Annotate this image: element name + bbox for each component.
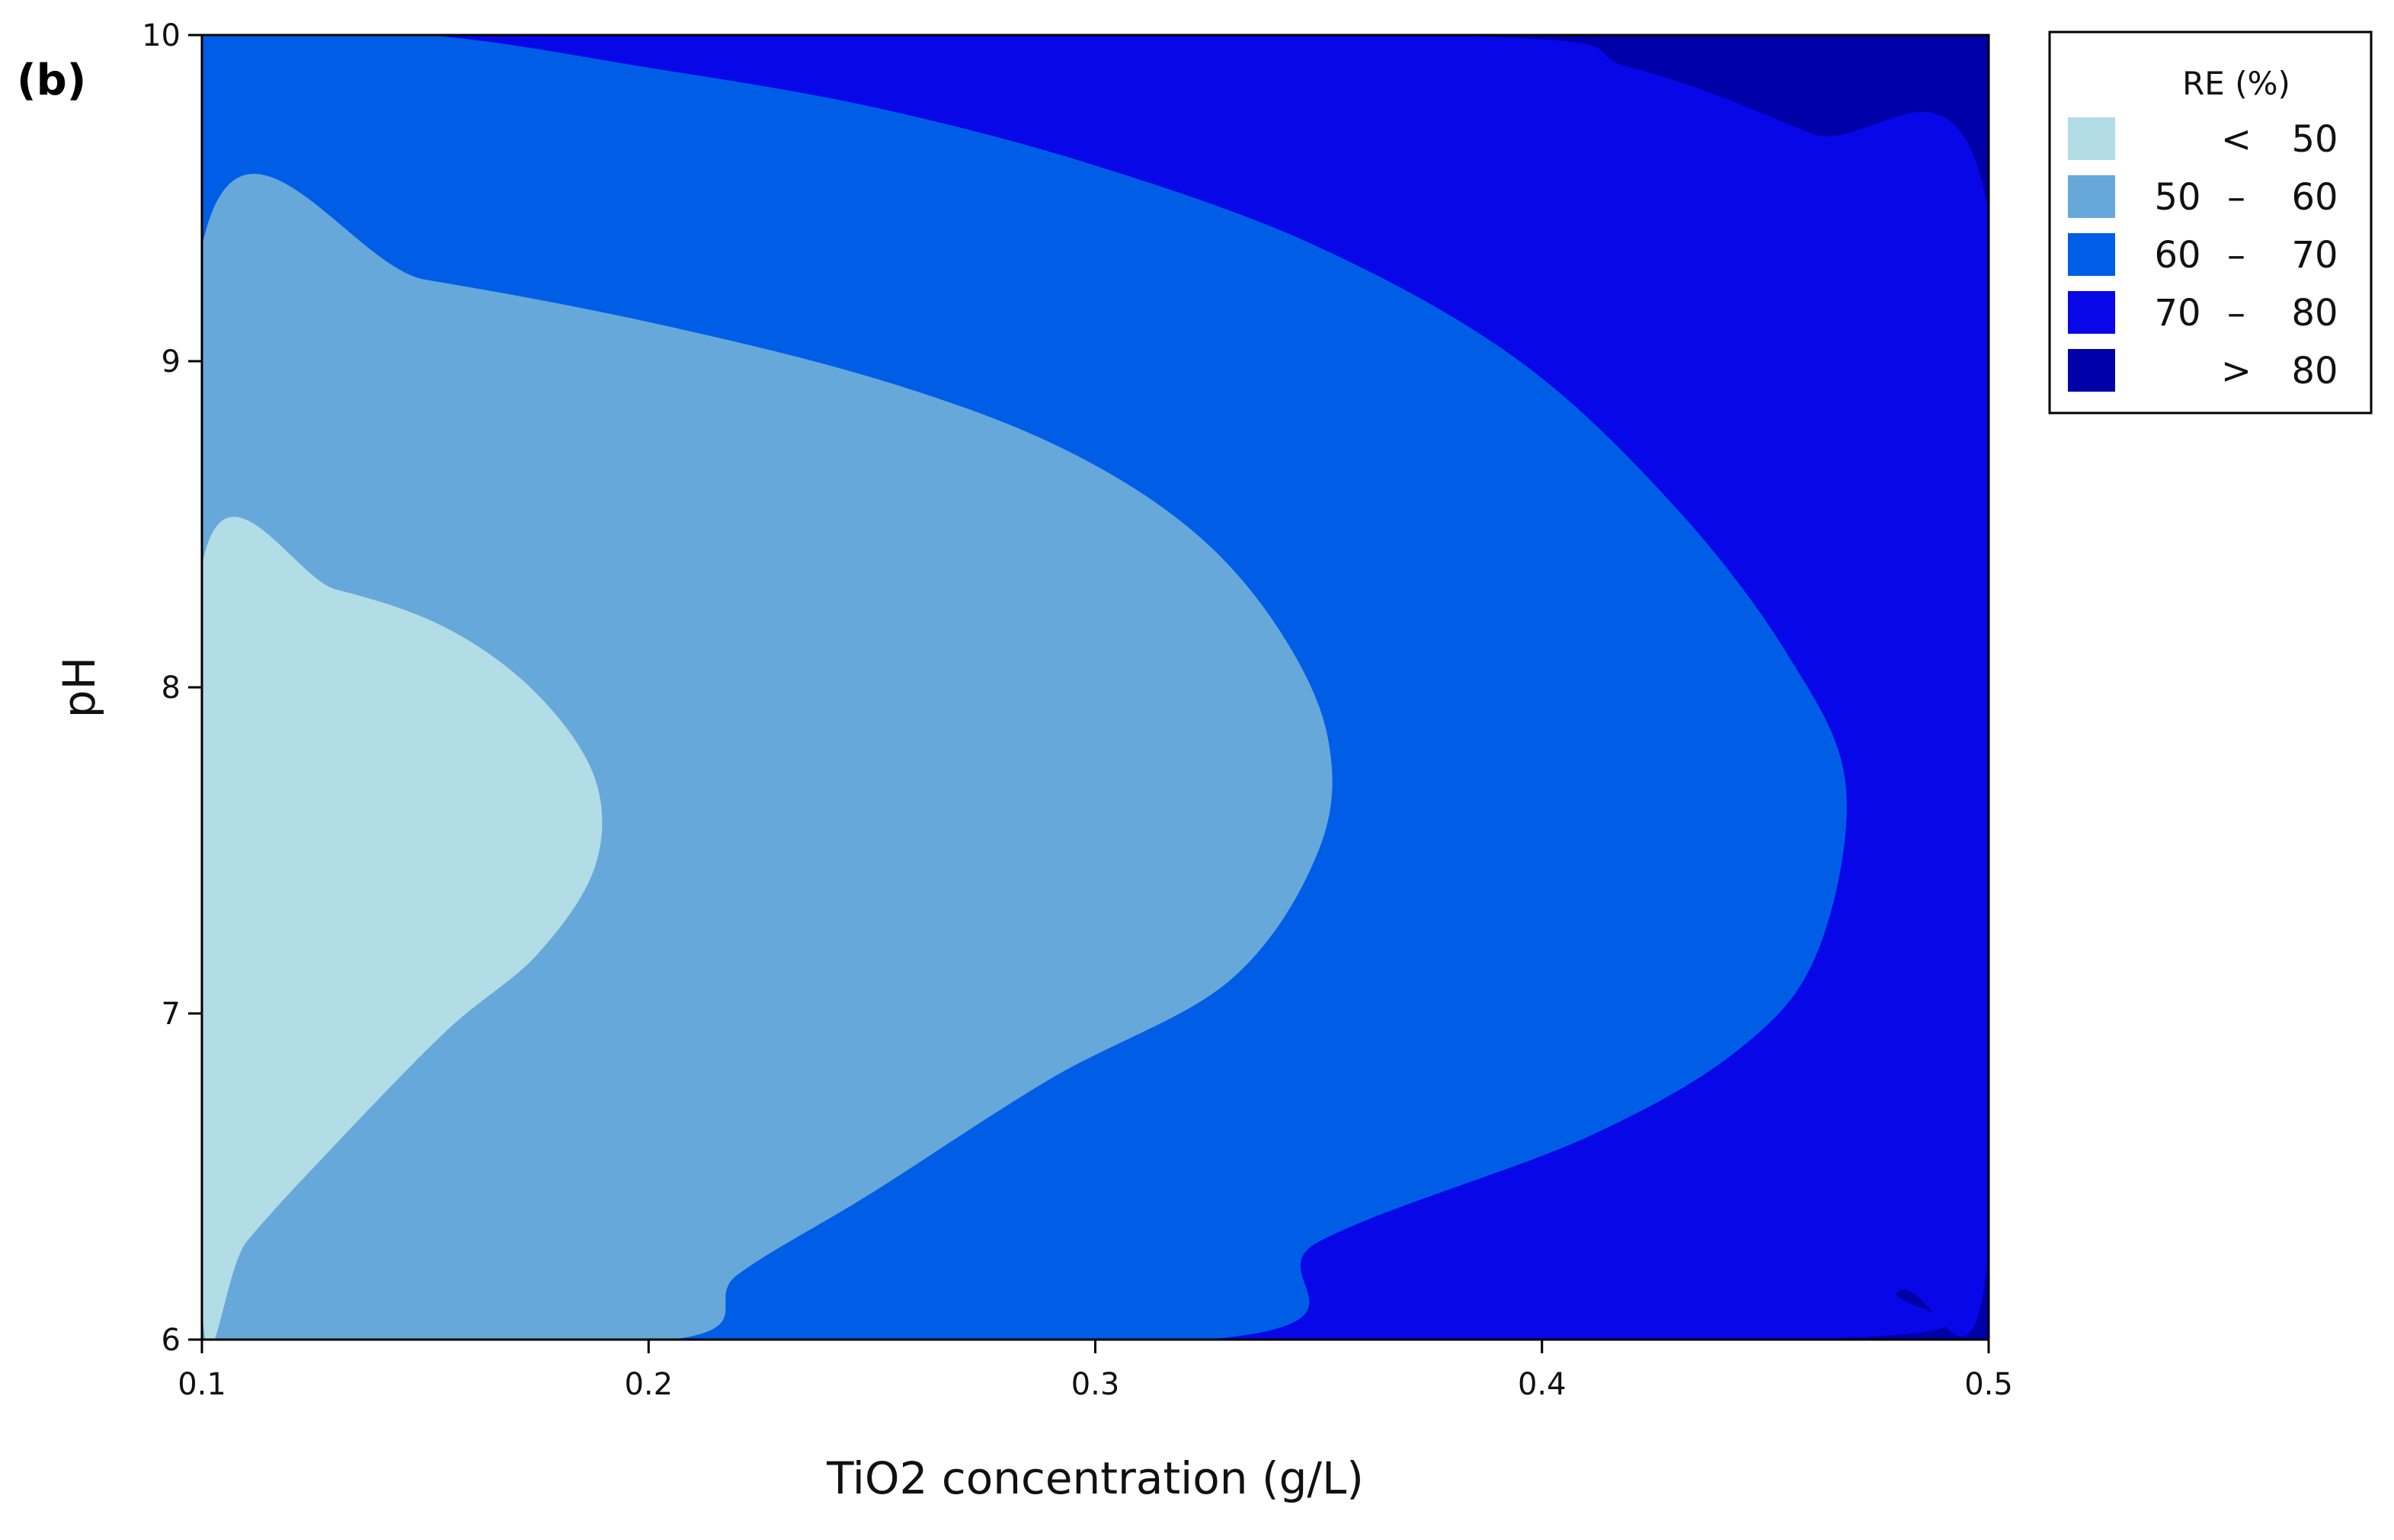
x-tick-label: 0.4 bbox=[1518, 1367, 1567, 1402]
y-tick-label: 7 bbox=[162, 997, 181, 1032]
x-tick-label: 0.3 bbox=[1071, 1367, 1120, 1402]
x-tick-label: 0.5 bbox=[1964, 1367, 2013, 1402]
legend-swatch bbox=[2068, 175, 2115, 218]
legend-label-high: 60 bbox=[2291, 176, 2338, 219]
legend-label-high: 70 bbox=[2291, 234, 2338, 277]
x-tick-label: 0.1 bbox=[178, 1367, 226, 1402]
legend-label-high: 80 bbox=[2291, 292, 2338, 335]
legend-label-op: – bbox=[2227, 292, 2245, 335]
x-axis-title: TiO2 concentration (g/L) bbox=[826, 1452, 1364, 1504]
legend-label-op: – bbox=[2227, 234, 2245, 277]
legend-swatch bbox=[2068, 349, 2115, 392]
legend-swatch bbox=[2068, 291, 2115, 334]
legend-label-high: 50 bbox=[2291, 118, 2338, 161]
y-axis: 6 7 8 9 10 bbox=[142, 18, 202, 1358]
contour-layer bbox=[202, 35, 1989, 1340]
legend-label-op: > bbox=[2221, 350, 2252, 392]
legend-label-low: 60 bbox=[2154, 234, 2200, 277]
x-axis: 0.1 0.2 0.3 0.4 0.5 bbox=[178, 1340, 2013, 1402]
legend-title: RE (%) bbox=[2182, 65, 2290, 102]
y-axis-title: pH bbox=[53, 657, 105, 718]
plot-area bbox=[200, 34, 1990, 1341]
y-tick-label: 9 bbox=[162, 344, 181, 379]
contour-region-60 bbox=[202, 174, 1333, 1340]
legend-swatch bbox=[2068, 233, 2115, 276]
x-tick-label: 0.2 bbox=[624, 1367, 673, 1402]
legend-label-low: 50 bbox=[2154, 176, 2200, 219]
legend-label-low: 70 bbox=[2154, 292, 2200, 335]
y-tick-label: 10 bbox=[142, 18, 181, 53]
legend-label-op: – bbox=[2227, 176, 2245, 219]
y-tick-label: 8 bbox=[162, 671, 181, 706]
legend-label-op: < bbox=[2221, 118, 2252, 161]
legend-swatch bbox=[2068, 117, 2115, 160]
panel-label: (b) bbox=[17, 56, 86, 105]
legend-label-high: 80 bbox=[2291, 350, 2338, 392]
y-tick-label: 6 bbox=[162, 1323, 181, 1358]
contour-region-50 bbox=[202, 517, 603, 1340]
